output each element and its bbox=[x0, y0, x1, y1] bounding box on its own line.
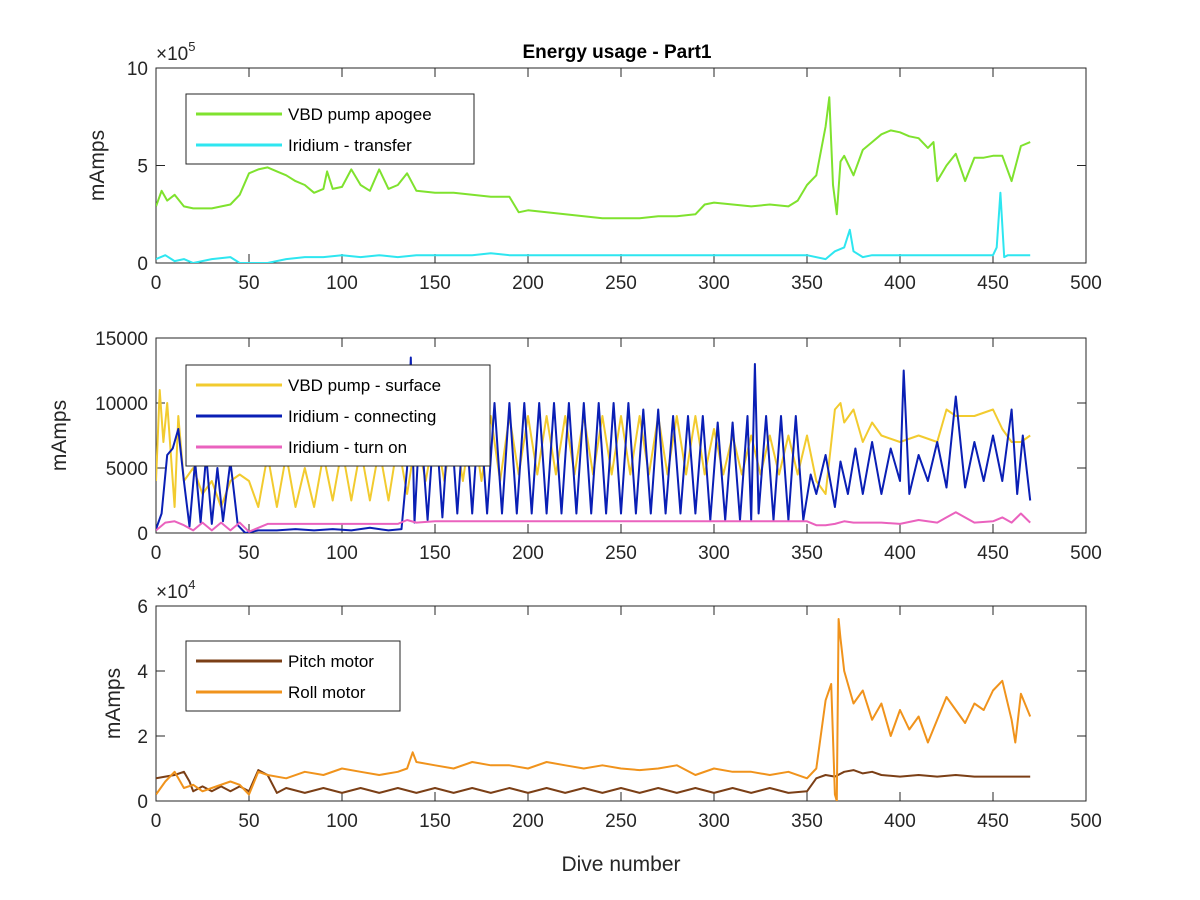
x-tick-label: 450 bbox=[977, 811, 1009, 832]
x-tick-label: 350 bbox=[791, 811, 823, 832]
y-tick-label: 2 bbox=[137, 727, 148, 748]
x-tick-label: 100 bbox=[326, 273, 358, 294]
x-tick-label: 250 bbox=[605, 543, 637, 564]
y-axis-label: mAmps bbox=[102, 668, 125, 739]
x-tick-label: 150 bbox=[419, 273, 451, 294]
subplot-3: 0 50 100 150 200 250 300 350 400 450 5000246×104mA… bbox=[102, 577, 1102, 876]
legend-label: VBD pump - surface bbox=[288, 376, 441, 395]
y-axis-exponent: ×104 bbox=[156, 577, 195, 603]
legend: VBD pump - surface Iridium - connecting Ir… bbox=[185, 364, 491, 467]
x-tick-label: 150 bbox=[419, 543, 451, 564]
x-tick-label: 250 bbox=[605, 811, 637, 832]
y-axis-label: mAmps bbox=[86, 130, 109, 201]
x-tick-label: 350 bbox=[791, 543, 823, 564]
x-axis-label: Dive number bbox=[561, 853, 680, 876]
series-line-iridium-connecting bbox=[156, 356, 1032, 533]
legend-label: Iridium - connecting bbox=[288, 407, 436, 426]
x-tick-label: 500 bbox=[1070, 273, 1102, 294]
x-tick-label: 0 bbox=[151, 811, 162, 832]
x-tick-label: 450 bbox=[977, 273, 1009, 294]
x-tick-label: 300 bbox=[698, 543, 730, 564]
x-tick-label: 200 bbox=[512, 811, 544, 832]
x-tick-label: 450 bbox=[977, 543, 1009, 564]
x-tick-label: 350 bbox=[791, 273, 823, 294]
series-group bbox=[156, 356, 1032, 533]
series-line-iridium-transfer bbox=[156, 191, 1031, 263]
legend-label: VBD pump apogee bbox=[288, 105, 432, 124]
subplot-1: 0 50 100 150 200 250 300 350 400 450 5000510×105mA… bbox=[86, 39, 1102, 294]
legend-label: Roll motor bbox=[288, 683, 366, 702]
y-tick-label: 10 bbox=[127, 59, 148, 80]
y-tick-label: 0 bbox=[137, 792, 148, 813]
subplot-2: 0 50 100 150 200 250 300 350 400 450 5000500010000… bbox=[48, 329, 1102, 564]
legend-box bbox=[185, 93, 475, 165]
x-tick-label: 500 bbox=[1070, 811, 1102, 832]
legend-box bbox=[185, 640, 401, 712]
x-tick-label: 300 bbox=[698, 811, 730, 832]
x-tick-label: 400 bbox=[884, 811, 916, 832]
x-tick-label: 300 bbox=[698, 273, 730, 294]
legend-label: Iridium - transfer bbox=[288, 136, 412, 155]
x-tick-label: 400 bbox=[884, 543, 916, 564]
x-tick-label: 250 bbox=[605, 273, 637, 294]
x-tick-label: 50 bbox=[238, 811, 259, 832]
legend-label: Pitch motor bbox=[288, 652, 374, 671]
exponent-base: ×10 bbox=[156, 44, 188, 65]
exponent-base: ×10 bbox=[156, 582, 188, 603]
series-line-vbd-pump-apogee bbox=[156, 96, 1031, 220]
x-tick-label: 200 bbox=[512, 273, 544, 294]
y-tick-label: 0 bbox=[137, 254, 148, 275]
series-line-roll-motor bbox=[156, 618, 1032, 801]
legend-label: Iridium - turn on bbox=[288, 438, 407, 457]
y-tick-label: 5 bbox=[137, 157, 148, 178]
x-tick-label: 500 bbox=[1070, 543, 1102, 564]
series-group bbox=[156, 618, 1032, 801]
legend: Pitch motor Roll motor bbox=[185, 640, 401, 712]
series-line-vbd-pump-surface bbox=[156, 389, 1031, 508]
series-line-iridium-turn-on bbox=[156, 511, 1031, 533]
legend: VBD pump apogee Iridium - transfer bbox=[185, 93, 475, 165]
y-tick-label: 10000 bbox=[95, 394, 148, 415]
x-tick-label: 50 bbox=[238, 273, 259, 294]
series-line-pitch-motor bbox=[156, 769, 1031, 794]
series-group bbox=[156, 96, 1031, 263]
y-tick-label: 6 bbox=[137, 597, 148, 618]
y-tick-label: 15000 bbox=[95, 329, 148, 350]
x-tick-label: 200 bbox=[512, 543, 544, 564]
exponent-power: 4 bbox=[188, 577, 195, 592]
x-tick-label: 150 bbox=[419, 811, 451, 832]
y-tick-label: 0 bbox=[137, 524, 148, 545]
x-tick-label: 0 bbox=[151, 273, 162, 294]
y-axis-exponent: ×105 bbox=[156, 39, 195, 65]
subplots: 0 50 100 150 200 250 300 350 400 450 5000510×105mA… bbox=[48, 39, 1102, 876]
figure-title: Energy usage - Part1 bbox=[522, 42, 711, 63]
x-tick-label: 100 bbox=[326, 543, 358, 564]
y-tick-label: 4 bbox=[137, 662, 148, 683]
x-tick-label: 100 bbox=[326, 811, 358, 832]
x-tick-label: 50 bbox=[238, 543, 259, 564]
x-tick-label: 0 bbox=[151, 543, 162, 564]
exponent-power: 5 bbox=[188, 39, 195, 54]
y-axis-label: mAmps bbox=[48, 400, 71, 471]
x-tick-label: 400 bbox=[884, 273, 916, 294]
y-tick-label: 5000 bbox=[106, 459, 148, 480]
